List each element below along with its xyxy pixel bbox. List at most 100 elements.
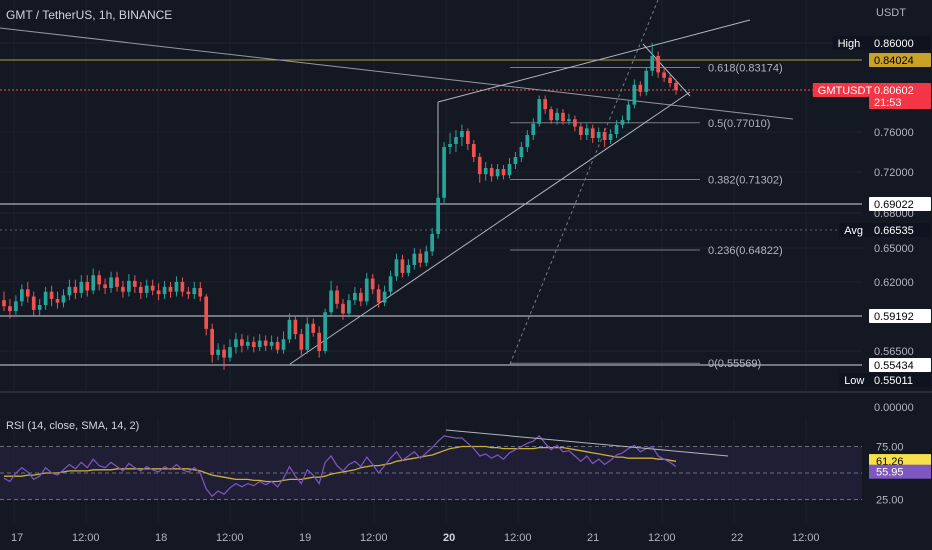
candle-body [406,265,411,273]
fib-retracement[interactable]: 0.618(0.83174) 0.5(0.77010) 0.382(0.71302)… [510,62,783,370]
candle-body [531,123,536,135]
candle-body [632,84,637,105]
price-label-name: Low [844,375,864,387]
candle-body [174,282,179,292]
price-label-name: GMTUSDT [818,85,873,97]
price-label-box [869,223,931,237]
candle-body [436,197,440,234]
price-label-value: 0.69022 [874,199,914,211]
candle-body [579,126,583,135]
time-tick-label: 12:00 [504,532,532,544]
candle-body [376,289,381,303]
price-label-value: 0.84024 [874,55,914,67]
time-tick-label: 12:00 [216,532,244,544]
candle-body [573,119,577,127]
candle-body [525,135,530,147]
price-label-box [869,373,931,387]
price-label-name: Avg [844,225,863,237]
candle-body [79,282,84,293]
candle-body [245,341,250,346]
candle-body [43,291,48,306]
rsi-trendline [445,429,729,457]
price-label-value: 0.59192 [874,311,914,323]
candle-body [91,275,96,291]
price-tick-label: 0.56500 [874,346,914,358]
candle-body [216,349,220,355]
candle-body [97,275,101,285]
price-tick-label: 0.65000 [874,243,914,255]
candle-body [8,306,12,312]
candle-body [317,332,322,351]
price-label-tag [812,83,869,97]
time-tick-label: 21 [587,532,599,544]
candle-body [567,119,571,122]
price-label-countdown: 21:53 [874,97,902,109]
candle-body [353,292,357,301]
candle-body [162,286,167,295]
price-label-box [869,83,931,109]
price-label-tag [832,36,869,50]
candle-body [668,77,672,84]
price-axis[interactable]: USDT0.760000.720000.680000.650000.620000… [812,7,931,507]
candle-body [656,55,661,73]
candle-body [537,99,542,124]
candle-body [608,134,613,140]
candle-body [584,128,589,135]
channel-upper-line [437,19,751,103]
rsi-axis-label: 75.00 [876,442,904,454]
candle-body [412,253,417,265]
time-axis[interactable]: 17 12:00 18 12:00 19 12:00 20 12:00 21 12:00 22 12:… [11,532,820,544]
candle-body [341,303,345,314]
candle-body [14,301,18,312]
candle-body [85,282,90,291]
candle-body [287,319,292,340]
price-label-name: High [838,38,861,50]
candle-body [67,286,72,296]
price-label-box [869,309,931,323]
candle-body [73,286,78,293]
candle-body [626,104,631,121]
candle-body [519,147,524,157]
price-label-value: 0.66535 [874,225,914,237]
candle-body [234,339,238,348]
price-tick-label: 0.72000 [874,167,914,179]
candle-body [311,323,316,333]
candle-body [31,296,36,310]
rsi-axis-zero: 0.00000 [874,402,914,414]
candle-body [192,288,197,295]
trendlines[interactable] [0,0,794,365]
price-label-value: 0.55434 [874,360,914,372]
candle-body [121,286,125,292]
candle-body [240,339,244,346]
candles [2,43,678,370]
candle-body [448,144,452,147]
rsi-sma-box [869,454,931,469]
candle-body [555,112,559,121]
candle-body [299,334,304,350]
candle-body [323,312,327,351]
candle-body [394,259,399,277]
candle-body [204,296,209,329]
time-tick-label: 12:00 [648,532,676,544]
candle-body [454,137,458,144]
candle-body [602,132,607,140]
fib-level-label: 0(0.55569) [708,358,761,370]
candle-body [460,131,464,137]
time-tick-label: 12:00 [360,532,388,544]
time-tick-label: 12:00 [792,532,820,544]
candle-body [364,278,369,302]
candle-body [19,289,24,302]
fib-level-label: 0.382(0.71302) [708,175,783,187]
price-label-tag [839,373,869,387]
candle-body [590,128,595,138]
candle-body [150,285,155,291]
candle-body [103,284,107,289]
candle-body [382,291,387,303]
candle-body [275,341,280,350]
candle-body [614,124,619,134]
candle-body [471,144,476,157]
candle-body [115,277,119,287]
candle-body [561,112,565,122]
fib-level-label: 0.236(0.64822) [708,245,783,257]
